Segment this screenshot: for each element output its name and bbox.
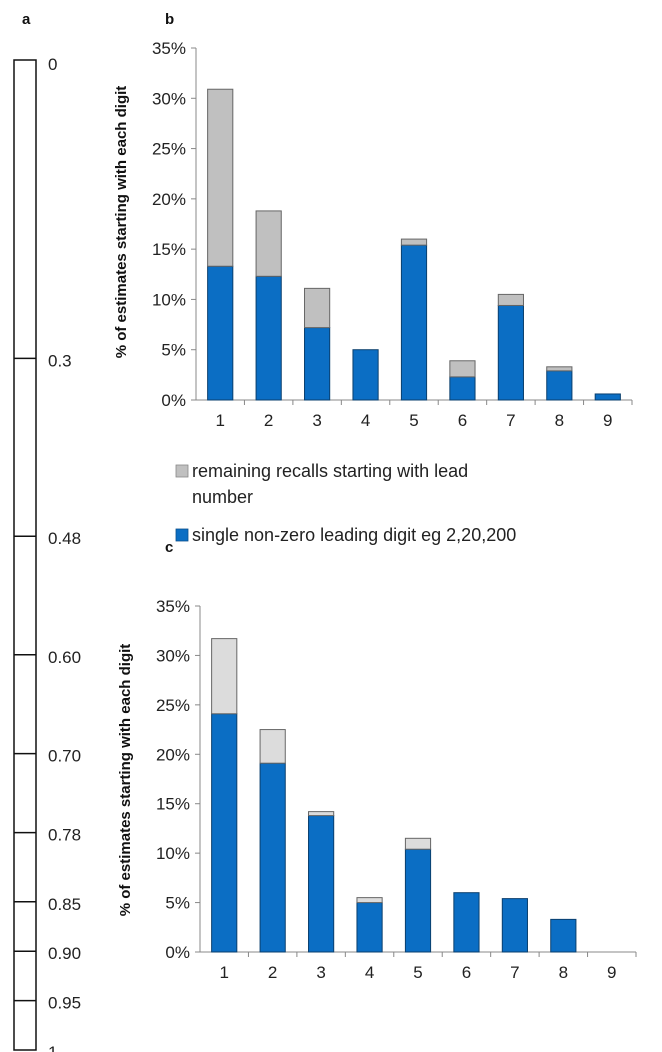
scale-tick-label: 0.90 <box>48 944 81 963</box>
y-axis-label-c: % of estimates starting with each digit <box>117 644 134 917</box>
y-tick-label: 10% <box>152 290 186 309</box>
scale-ticks: 0 0.3 0.48 0.60 0.70 0.78 0.85 0.90 0.95 1 <box>14 55 81 1052</box>
bar-segment-single-3 <box>308 815 335 953</box>
y-tick-label: 25% <box>152 140 186 159</box>
y-tick-label: 15% <box>152 240 186 259</box>
bar-segment-remaining-5 <box>400 238 428 246</box>
bar-segment-single-8 <box>546 370 573 401</box>
y-tick-label: 20% <box>156 745 190 764</box>
bar-segment-remaining-1 <box>211 638 238 715</box>
legend-swatch-remaining <box>175 464 189 478</box>
bar-segment-single-7 <box>501 898 528 953</box>
bar-segment-remaining-4 <box>356 897 383 904</box>
legend-label-remaining-line2: number <box>192 487 253 507</box>
scale-bar <box>13 59 37 1051</box>
bar-segment-remaining-1 <box>207 88 234 267</box>
bar-segment-remaining-3 <box>308 811 335 817</box>
scale-tick-label: 0.70 <box>48 747 81 766</box>
y-tick-label: 35% <box>156 597 190 616</box>
y-tick-label: 20% <box>152 190 186 209</box>
bar-segment-single-1 <box>207 265 234 401</box>
x-tick-label: 8 <box>559 963 568 982</box>
panel-label-b: b <box>165 11 174 28</box>
scale-tick-label: 0.95 <box>48 994 81 1013</box>
x-tick-label: 5 <box>413 963 422 982</box>
x-tick-label: 7 <box>506 411 515 430</box>
bar-segment-single-6 <box>453 892 480 953</box>
bar-segment-remaining-7 <box>497 293 524 306</box>
bar-segment-single-4 <box>352 349 379 401</box>
legend-label-single: single non-zero leading digit eg 2,20,20… <box>192 525 516 545</box>
bar-segment-remaining-6 <box>449 360 476 378</box>
panel-label-c: c <box>165 539 173 556</box>
x-tick-label: 6 <box>462 963 471 982</box>
panel-label-a: a <box>22 11 31 28</box>
y-tick-label: 5% <box>165 894 190 913</box>
x-tick-label: 1 <box>219 963 228 982</box>
y-tick-label: 0% <box>165 943 190 962</box>
bar-segment-remaining-2 <box>259 729 286 764</box>
bar-segment-single-3 <box>304 327 331 401</box>
y-tick-label: 15% <box>156 795 190 814</box>
x-tick-label: 2 <box>268 963 277 982</box>
bar-segment-single-2 <box>255 275 282 401</box>
x-tick-label: 9 <box>603 411 612 430</box>
bar-segment-remaining-8 <box>546 366 573 372</box>
x-tick-label: 4 <box>365 963 374 982</box>
bar-segment-remaining-2 <box>255 210 282 277</box>
scale-tick-label: 0.48 <box>48 529 81 548</box>
chart-b: % of estimates starting with each digit … <box>113 39 633 430</box>
y-tick-label: 35% <box>152 39 186 58</box>
scale-tick-label: 0.60 <box>48 648 81 667</box>
x-tick-label: 2 <box>264 411 273 430</box>
scale-tick-label: 0 <box>48 55 57 74</box>
bar-segment-single-8 <box>550 918 577 953</box>
x-tick-label: 8 <box>555 411 564 430</box>
legend: remaining recalls starting with lead num… <box>175 461 516 545</box>
bar-segment-single-1 <box>211 713 238 953</box>
bar-segment-remaining-3 <box>304 287 331 329</box>
x-tick-label: 4 <box>361 411 370 430</box>
y-tick-label: 30% <box>156 646 190 665</box>
bar-segment-single-2 <box>259 762 286 953</box>
y-axis-label-b: % of estimates starting with each digit <box>113 86 130 359</box>
scale-tick-label: 1 <box>48 1043 57 1052</box>
x-tick-label: 6 <box>458 411 467 430</box>
y-axis-c: 0% 5% 10% 15% 20% 25% 30% 35% <box>156 597 636 962</box>
y-tick-label: 30% <box>152 89 186 108</box>
x-axis-c: 1 2 3 4 5 6 7 8 9 <box>219 952 637 982</box>
bar-segment-single-6 <box>449 376 476 401</box>
bar-segment-single-9 <box>594 393 621 401</box>
bar-segment-single-5 <box>400 244 428 401</box>
bars-b <box>207 88 621 401</box>
x-axis-b: 1 2 3 4 5 6 7 8 9 <box>215 400 633 430</box>
bar-segment-single-4 <box>356 902 383 953</box>
bar-segment-remaining-5 <box>404 837 432 850</box>
scale-tick-label: 0.78 <box>48 826 81 845</box>
x-tick-label: 9 <box>607 963 616 982</box>
y-tick-label: 10% <box>156 844 190 863</box>
response-scale: 0 0.3 0.48 0.60 0.70 0.78 0.85 0.90 0.95 1 <box>13 55 81 1052</box>
bars-c <box>211 638 577 953</box>
scale-tick-label: 0.3 <box>48 351 72 370</box>
x-tick-label: 1 <box>215 411 224 430</box>
bar-segment-single-5 <box>404 848 432 953</box>
x-tick-label: 5 <box>409 411 418 430</box>
y-tick-label: 5% <box>161 341 186 360</box>
chart-c: % of estimates starting with each digit … <box>117 597 637 982</box>
bar-segment-single-7 <box>497 304 524 401</box>
x-tick-label: 7 <box>510 963 519 982</box>
y-tick-label: 25% <box>156 696 190 715</box>
x-tick-label: 3 <box>312 411 321 430</box>
legend-swatch-single <box>175 528 189 542</box>
scale-tick-label: 0.85 <box>48 895 81 914</box>
x-tick-label: 3 <box>316 963 325 982</box>
y-tick-label: 0% <box>161 391 186 410</box>
legend-label-remaining: remaining recalls starting with lead <box>192 461 468 481</box>
